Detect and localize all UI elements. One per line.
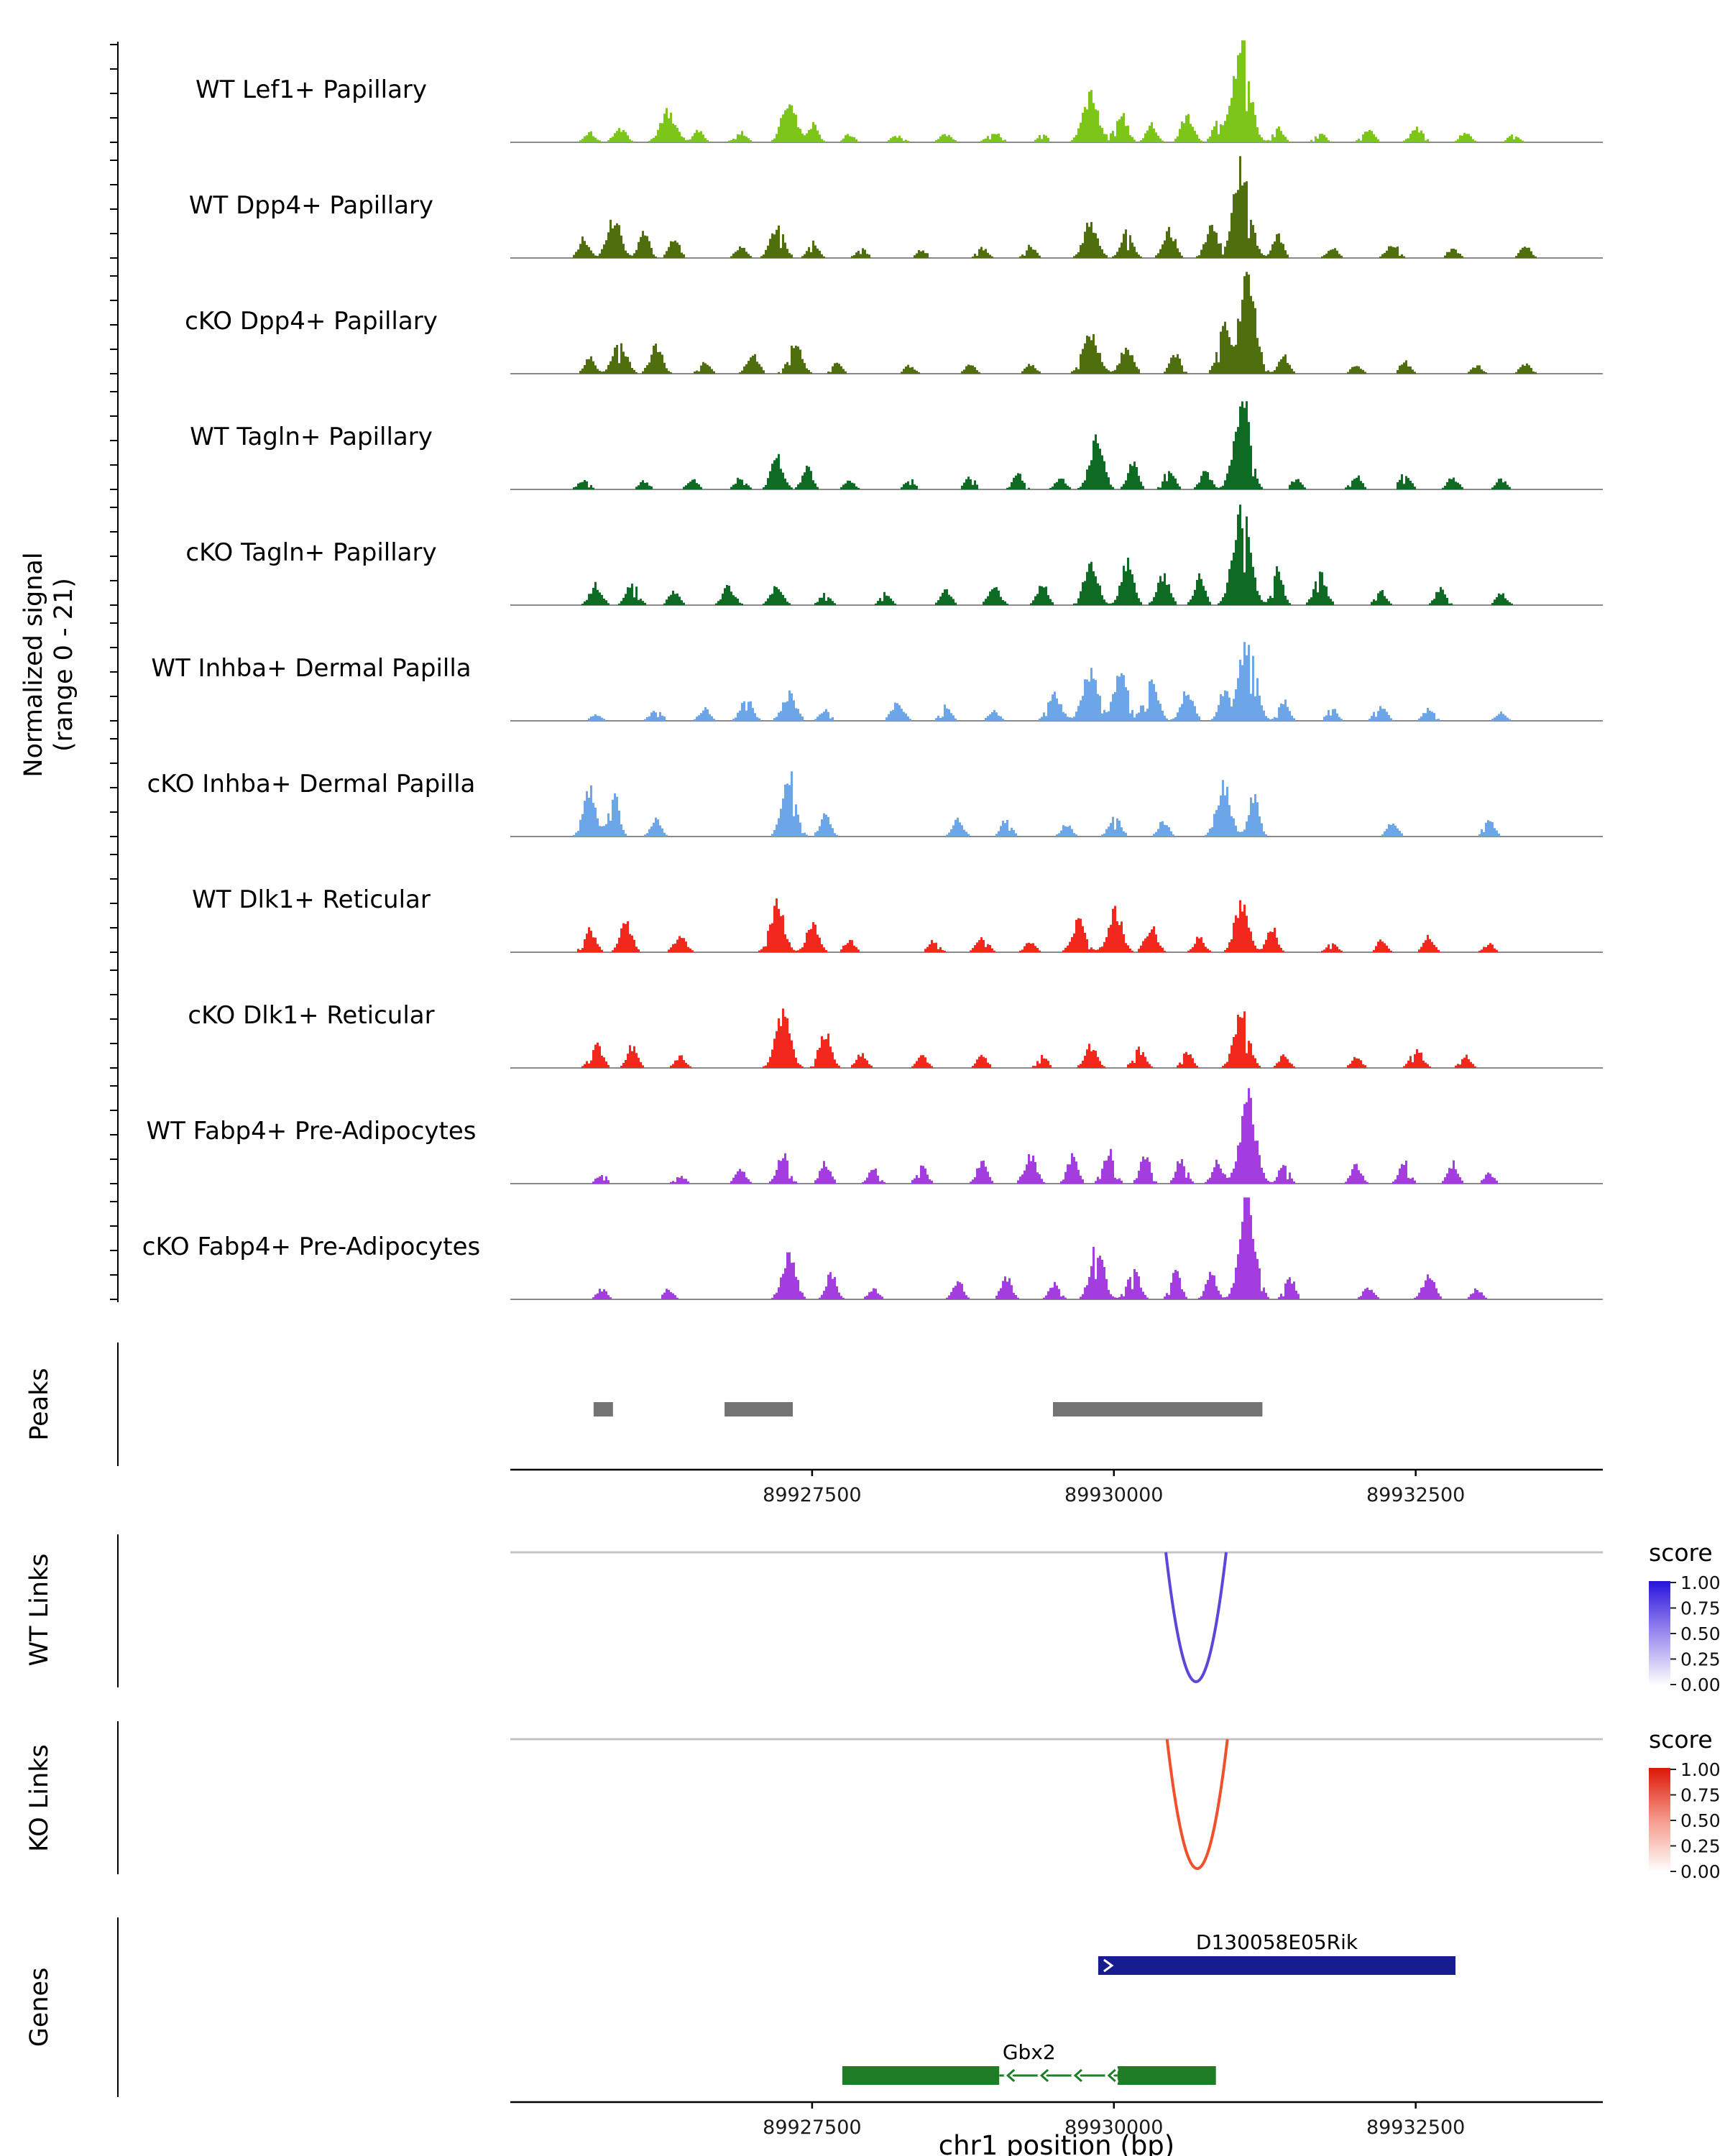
x-tick-label: 89930000 xyxy=(1064,1484,1163,1506)
legend-tick-label: 0.75 xyxy=(1680,1598,1721,1619)
coverage-area xyxy=(510,642,1604,721)
track-label: cKO Fabp4+ Pre-Adipocytes xyxy=(142,1233,481,1261)
coverage-area xyxy=(510,156,1604,258)
signal-track: WT Lef1+ Papillary xyxy=(196,40,1604,143)
track-label: WT Lef1+ Papillary xyxy=(196,75,427,104)
signal-track: cKO Dpp4+ Papillary xyxy=(185,272,1604,374)
left-axis-lines xyxy=(110,42,119,2097)
x-tick-label: 89927500 xyxy=(763,2116,861,2139)
ko-links-panel-label: KO Links xyxy=(25,1744,54,1852)
strand-arrow-left xyxy=(1006,2068,1016,2083)
coverage-area xyxy=(510,272,1604,374)
coverage-area xyxy=(510,1008,1604,1068)
peak-interval xyxy=(1053,1402,1263,1416)
legend-tick-label: 1.00 xyxy=(1680,1572,1721,1593)
track-label: cKO Dlk1+ Reticular xyxy=(188,1001,434,1030)
signal-track: cKO Inhba+ Dermal Papilla xyxy=(147,770,1604,837)
score-gradient-bar xyxy=(1649,1581,1670,1685)
wt-legend-title: score xyxy=(1649,1539,1713,1567)
coverage-area xyxy=(510,1197,1604,1299)
legend-tick-label: 0.00 xyxy=(1680,1674,1721,1695)
signal-track: WT Tagln+ Papillary xyxy=(190,401,1604,490)
track-label: WT Fabp4+ Pre-Adipocytes xyxy=(147,1117,477,1146)
peaks-panel-label: Peaks xyxy=(25,1368,54,1440)
signal-track: WT Fabp4+ Pre-Adipocytes xyxy=(147,1088,1604,1184)
gene-exon xyxy=(842,2066,1000,2085)
wt-links-panel-label: WT Links xyxy=(25,1553,54,1666)
track-label: WT Dpp4+ Papillary xyxy=(189,191,433,220)
gene-name: D130058E05Rik xyxy=(1196,1930,1358,1954)
signal-track: cKO Fabp4+ Pre-Adipocytes xyxy=(142,1197,1604,1300)
coverage-area xyxy=(510,1088,1604,1184)
links-panels xyxy=(510,1551,1603,1870)
x-tick-label: 89932500 xyxy=(1366,1484,1465,1506)
track-label: WT Inhba+ Dermal Papilla xyxy=(151,654,471,683)
signal-track: cKO Tagln+ Papillary xyxy=(185,505,1604,606)
signal-track: WT Dlk1+ Reticular xyxy=(192,885,1604,953)
track-label: cKO Tagln+ Papillary xyxy=(185,538,436,567)
strand-arrow-right xyxy=(1103,1958,1114,1973)
signal-tracks: WT Lef1+ Papillary WT Dpp4+ Papillary cKO … xyxy=(142,40,1604,1300)
gene-exon xyxy=(1098,1956,1455,1975)
score-legends: 1.00 0.75 0.50 0.25 0.00 1.00 0.75 0.50 0.25 0.00 xyxy=(1649,1572,1721,1882)
peak-interval xyxy=(593,1402,613,1416)
coverage-area xyxy=(510,40,1604,142)
coverage-area xyxy=(510,771,1604,837)
genomic-axes: 89927500 89930000 89932500 89927500 89930000… xyxy=(510,1468,1603,2139)
track-label: cKO Dpp4+ Papillary xyxy=(185,307,438,336)
strand-arrow-left xyxy=(1039,2068,1049,2083)
peaks-track xyxy=(593,1402,1263,1416)
legend-tick-label: 0.50 xyxy=(1680,1810,1721,1831)
y-axis-title-line1: Normalized signal xyxy=(19,552,48,777)
gene-model: Gbx2 xyxy=(842,2040,1216,2085)
signal-track: WT Dpp4+ Papillary xyxy=(189,156,1604,259)
x-tick-label: 89927500 xyxy=(763,1484,861,1506)
link-arc xyxy=(1164,1552,1228,1683)
legend-tick-label: 0.50 xyxy=(1680,1623,1721,1644)
signal-track: WT Inhba+ Dermal Papilla xyxy=(151,642,1604,722)
x-tick-label: 89930000 xyxy=(1064,2116,1163,2139)
track-label: WT Tagln+ Papillary xyxy=(190,423,433,451)
legend-tick-label: 1.00 xyxy=(1680,1759,1721,1780)
x-tick-label: 89932500 xyxy=(1366,2116,1465,2139)
legend-tick-label: 0.25 xyxy=(1680,1836,1721,1857)
coverage-area xyxy=(510,505,1604,605)
legend-tick-label: 0.25 xyxy=(1680,1649,1721,1670)
y-axis-title-line2: (range 0 - 21) xyxy=(50,578,78,752)
track-label: WT Dlk1+ Reticular xyxy=(192,885,431,914)
legend-tick-label: 0.75 xyxy=(1680,1785,1721,1806)
gene-model: D130058E05Rik xyxy=(1098,1930,1455,1975)
link-arc xyxy=(1165,1738,1229,1870)
gene-models: D130058E05Rik Gbx2 xyxy=(842,1930,1455,2085)
strand-arrow-left xyxy=(1073,2068,1082,2083)
coverage-area xyxy=(510,401,1604,489)
genes-panel-label: Genes xyxy=(25,1968,54,2047)
legend-tick-label: 0.00 xyxy=(1680,1861,1721,1882)
track-label: cKO Inhba+ Dermal Papilla xyxy=(147,770,476,798)
strand-arrow-left xyxy=(1107,2068,1116,2083)
x-axis-title: chr1 position (bp) xyxy=(939,2130,1174,2156)
score-gradient-bar xyxy=(1649,1768,1670,1872)
peak-interval xyxy=(724,1402,793,1416)
gene-name: Gbx2 xyxy=(1003,2040,1056,2064)
gene-exon xyxy=(1117,2066,1216,2085)
signal-track: cKO Dlk1+ Reticular xyxy=(188,1001,1604,1069)
ko-legend-title: score xyxy=(1649,1726,1713,1754)
coverage-area xyxy=(510,898,1604,952)
